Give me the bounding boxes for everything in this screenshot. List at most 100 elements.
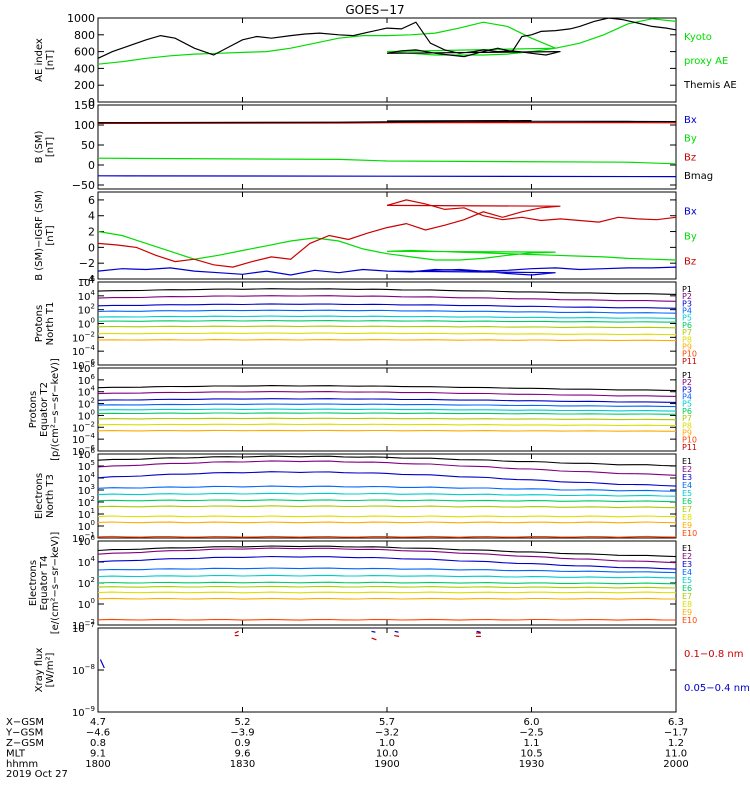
y-axis-label: Xray flux [34, 648, 45, 693]
legend-entry: Bz [684, 256, 696, 267]
y-tick-label: 2 [88, 226, 95, 239]
xaxis-tick-label: 2000 [663, 759, 688, 770]
channel-line-e7 [98, 586, 676, 588]
channel-line-p3 [98, 304, 676, 308]
legend-entry: Bx [684, 115, 697, 126]
y-tick-label: 800 [74, 29, 95, 42]
channel-line-p7 [98, 326, 676, 328]
panel-frame [98, 282, 676, 365]
xray-segment [372, 638, 377, 640]
y-tick-label: −2 [79, 257, 95, 270]
y-axis-label: Equator T4 [39, 556, 50, 611]
legend-entry: 0.1−0.8 nm [684, 649, 743, 660]
xaxis-row-label: Y−GSM [5, 728, 43, 739]
xaxis-tick-label: 10.0 [376, 749, 398, 760]
legend-entry: Kyoto [684, 32, 712, 43]
y-axis-label: Protons [34, 305, 45, 342]
xaxis-tick-label: 4.7 [90, 717, 106, 728]
y-tick-label: 6 [88, 194, 95, 207]
series-line-bx [98, 176, 676, 177]
xray-segment [477, 631, 481, 632]
panel-frame [98, 628, 676, 712]
channel-line-p5 [98, 316, 676, 318]
legend-entry: Bmag [684, 171, 713, 182]
xaxis-tick-label: −3.9 [230, 728, 254, 739]
channel-line-p1 [98, 289, 676, 295]
channel-line-p3 [98, 399, 676, 403]
y-tick-label: 10−8 [72, 663, 95, 677]
channel-legend-e10: E10 [682, 529, 697, 538]
xaxis-tick-label: 0.8 [90, 738, 106, 749]
channel-line-p4 [98, 310, 676, 313]
xaxis-row-label: Z−GSM [6, 738, 44, 749]
xray-segment [394, 636, 399, 637]
y-tick-label: 1000 [67, 12, 95, 25]
y-tick-label: 10−2 [72, 330, 95, 344]
y-axis-label: Protons [28, 391, 39, 428]
channel-line-p6 [98, 413, 676, 414]
plot-area [98, 18, 750, 86]
channel-line-e5 [98, 493, 676, 496]
legend-entry: By [684, 134, 697, 145]
plot-area [98, 456, 676, 537]
series-line-bz [98, 200, 750, 267]
channel-line-p6 [98, 321, 676, 323]
channel-line-e3 [98, 472, 676, 486]
channel-line-p5 [98, 409, 676, 411]
channel-legend-p11: P11 [682, 357, 697, 366]
channel-line-p9 [98, 430, 676, 431]
xaxis-tick-label: 6.0 [524, 717, 540, 728]
y-tick-label: 104 [78, 289, 96, 303]
date-label: 2019 Oct 27 [6, 769, 68, 780]
y-tick-label: 104 [78, 555, 96, 569]
legend-entry: 0.05−0.4 nm [684, 683, 750, 694]
xaxis-tick-label: −3.2 [375, 728, 399, 739]
legend-entry: By [684, 232, 697, 243]
y-tick-label: 0 [88, 241, 95, 254]
channel-line-e8 [98, 516, 676, 517]
plot-area [98, 546, 676, 620]
channel-line-e4 [98, 568, 676, 573]
legend-entry: proxy AE [684, 56, 728, 67]
xaxis-tick-label: −4.6 [86, 728, 110, 739]
y-tick-label: 50 [81, 139, 95, 152]
plot-area [98, 289, 676, 370]
panel-frame [98, 454, 676, 538]
channel-line-e2 [98, 548, 676, 563]
y-tick-label: 100 [74, 119, 95, 132]
y-tick-label: 100 [78, 597, 95, 611]
channel-line-e6 [98, 582, 676, 584]
xaxis-tick-label: 1800 [85, 759, 110, 770]
y-axis-label: [nT] [45, 137, 56, 157]
y-tick-label: 10−7 [72, 621, 95, 635]
channel-line-e8 [98, 592, 676, 593]
xaxis-tick-label: 1900 [374, 759, 399, 770]
y-tick-label: 106 [78, 275, 96, 289]
y-axis-label: [W/m²] [45, 652, 56, 687]
xaxis-tick-label: −2.5 [519, 728, 543, 739]
y-tick-label: 10−4 [72, 344, 96, 358]
xaxis-tick-label: 5.2 [235, 717, 251, 728]
y-axis-label: [nT] [45, 225, 56, 245]
xaxis-tick-label: 1.0 [379, 738, 395, 749]
y-axis-label: [e/(cm²−s−sr−keV)] [50, 532, 61, 635]
channel-line-p2 [98, 296, 676, 302]
y-axis-label: North T1 [45, 302, 56, 346]
xaxis-tick-label: 10.5 [520, 749, 542, 760]
y-axis-label: B (SM) [34, 130, 45, 163]
plot-area [98, 121, 750, 177]
channel-legend-e10: E10 [682, 616, 697, 625]
xray-segment [235, 631, 239, 633]
y-axis-label: B (SM)−IGRF (SM) [34, 190, 45, 281]
y-axis-label: [p/(cm²−s−sr−keV)] [50, 358, 61, 461]
legend-entry: Bx [684, 207, 697, 218]
channel-line-e1 [98, 456, 676, 466]
